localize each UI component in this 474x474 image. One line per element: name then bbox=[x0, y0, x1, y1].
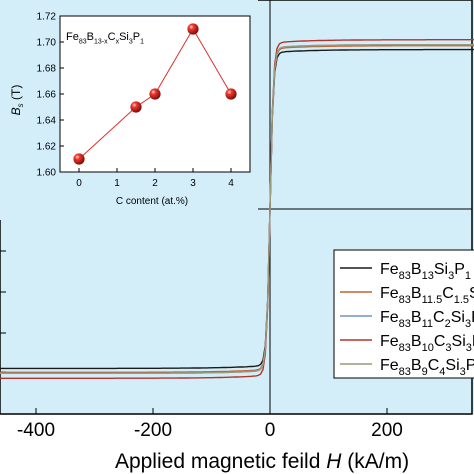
inset-data-point bbox=[73, 153, 85, 165]
inset-y-tick-label: 1.60 bbox=[37, 168, 57, 179]
inset-x-tick-label: 4 bbox=[228, 178, 234, 189]
inset-x-tick-label: 0 bbox=[76, 178, 82, 189]
inset-x-ticks: 0 1 2 3 4 bbox=[76, 168, 234, 189]
main-curves bbox=[0, 39, 474, 379]
inset-data-point bbox=[130, 101, 142, 113]
inset-data-point bbox=[225, 88, 237, 100]
inset-title: Fe83B13-xCxSi3P1 bbox=[66, 31, 144, 45]
inset-y-ticks: 1.60 1.62 1.64 1.66 1.68 1.70 1.72 bbox=[37, 12, 64, 179]
x-tick-label: 200 bbox=[371, 420, 403, 441]
main-x-ticks: -800-600-400-2000200400600 bbox=[17, 408, 403, 441]
inset-x-tick-label: 1 bbox=[114, 178, 120, 189]
main-x-axis-label: Applied magnetic feild H (kA/m) bbox=[115, 450, 409, 473]
inset-y-tick-label: 1.66 bbox=[37, 90, 57, 101]
series-line-2 bbox=[0, 45, 474, 373]
legend-label-1: Fe83B13Si3P1 bbox=[380, 261, 471, 282]
legend-label-5: Fe83B9C4Si3P1 bbox=[380, 357, 474, 378]
inset-y-tick-label: 1.72 bbox=[37, 12, 57, 23]
series-line-5 bbox=[0, 44, 474, 374]
inset-data-point bbox=[149, 88, 161, 100]
main-legend: Fe83B13Si3P1 Fe83B11.5C1.5Si3P1 Fe83B11C2S… bbox=[333, 249, 474, 379]
series-line-4 bbox=[0, 39, 474, 379]
inset-data-point bbox=[187, 23, 199, 35]
inset-x-tick-label: 2 bbox=[152, 178, 158, 189]
legend-label-2: Fe83B11.5C1.5Si3P1 bbox=[380, 285, 474, 306]
x-tick-label: -400 bbox=[17, 420, 55, 441]
x-tick-label: -200 bbox=[134, 420, 172, 441]
legend-box bbox=[333, 249, 474, 379]
inset-y-axis-label: Bs (T) bbox=[9, 85, 25, 116]
inset-y-tick-label: 1.62 bbox=[37, 142, 57, 153]
x-tick-label: 0 bbox=[265, 420, 276, 441]
inset-x-axis-label: C content (at.%) bbox=[116, 196, 188, 207]
series-line-1 bbox=[0, 48, 474, 370]
inset-y-tick-label: 1.68 bbox=[37, 64, 57, 75]
legend-label-3: Fe83B11C2Si3P1 bbox=[380, 309, 474, 330]
inset-y-tick-label: 1.70 bbox=[37, 38, 57, 49]
legend-label-4: Fe83B10C3Si3P1 bbox=[380, 333, 474, 354]
main-plot-frame bbox=[0, 0, 473, 415]
inset-y-tick-label: 1.64 bbox=[37, 116, 57, 127]
inset-plot bbox=[73, 23, 237, 165]
inset-x-tick-label: 3 bbox=[190, 178, 196, 189]
inset-chart: Fe83B13-xCxSi3P1 1.60 1.62 1.64 1.66 1.68 1.7… bbox=[0, 0, 258, 220]
